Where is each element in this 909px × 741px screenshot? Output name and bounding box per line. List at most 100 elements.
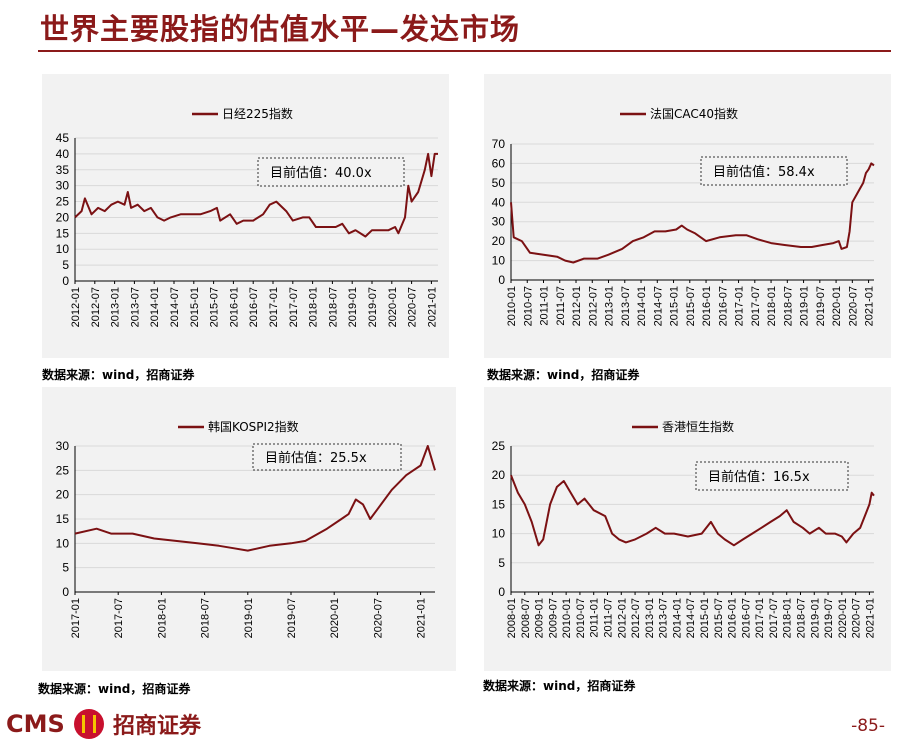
- y-tick-label: 50: [492, 176, 506, 190]
- title-rule: [38, 50, 891, 52]
- source-note-cac40: 数据来源：wind，招商证券: [487, 368, 640, 382]
- x-tick-label: 2014-07: [652, 286, 664, 326]
- x-tick-label: 2018-01: [766, 286, 778, 326]
- x-tick-label: 2008-07: [520, 598, 532, 638]
- y-tick-label: 20: [56, 488, 70, 502]
- series-line: [74, 152, 438, 238]
- x-tick-label: 2015-07: [713, 598, 725, 638]
- x-tick-label: 2011-01: [589, 598, 601, 638]
- logo-mark-icon: [73, 709, 104, 739]
- x-tick-label: 2021-01: [864, 598, 876, 638]
- x-tick-label: 2012-07: [587, 286, 599, 326]
- x-tick-label: 2019-01: [799, 286, 811, 326]
- x-tick-label: 2017-01: [734, 286, 746, 326]
- x-tick-label: 2013-07: [658, 598, 670, 638]
- y-tick-label: 15: [492, 497, 506, 511]
- page-number: -85-: [851, 716, 885, 736]
- y-tick-label: 30: [492, 215, 506, 229]
- annotation-text: 目前估值：40.0x: [270, 165, 372, 181]
- x-tick-label: 2019-07: [823, 598, 835, 638]
- y-tick-label: 70: [492, 137, 506, 151]
- y-tick-label: 0: [62, 274, 69, 288]
- annotation-text: 目前估值：58.4x: [713, 164, 815, 180]
- y-tick-label: 25: [492, 439, 506, 453]
- series-line: [510, 162, 875, 264]
- x-tick-label: 2016-07: [740, 598, 752, 638]
- x-tick-label: 2019-07: [286, 598, 298, 638]
- x-tick-label: 2012-01: [616, 598, 628, 638]
- x-tick-label: 2020-01: [387, 287, 399, 327]
- y-tick-label: 45: [56, 131, 70, 145]
- y-tick-label: 5: [62, 258, 69, 272]
- y-tick-label: 10: [492, 527, 506, 541]
- source-note-nikkei: 数据来源：wind，招商证券: [42, 368, 195, 382]
- x-tick-label: 2010-01: [506, 286, 518, 326]
- y-tick-label: 10: [492, 254, 506, 268]
- annotation-box: [700, 156, 848, 186]
- series-line: [74, 445, 436, 552]
- y-tick-label: 10: [56, 242, 70, 256]
- chart-panel-nikkei: 0 5 10 15 20 25 30 35 40 45 2012-01 2012-07 2013-01 2…: [42, 74, 449, 358]
- x-tick-label: 2008-01: [506, 598, 518, 638]
- legend-label: 韩国KOSPI2指数: [208, 419, 299, 434]
- x-tick-label: 2019-01: [347, 287, 359, 327]
- x-tick-label: 2015-01: [669, 286, 681, 326]
- x-tick-label: 2013-01: [110, 287, 122, 327]
- x-tick-label: 2019-07: [367, 287, 379, 327]
- annotation-box: [695, 461, 849, 491]
- x-tick-label: 2016-07: [248, 287, 260, 327]
- y-tick-label: 40: [492, 195, 506, 209]
- chart-panel-kospi2: 0 5 10 15 20 25 30 2017-01 2017-07 2018-01 2018-07…: [42, 387, 456, 671]
- x-tick-label: 2016-01: [727, 598, 739, 638]
- x-tick-label: 2012-01: [70, 287, 82, 327]
- x-tick-label: 2018-07: [200, 598, 212, 638]
- x-tick-label: 2020-07: [851, 598, 863, 638]
- x-tick-label: 2015-01: [699, 598, 711, 638]
- x-tick-label: 2012-07: [90, 287, 102, 327]
- x-tick-label: 2010-01: [561, 598, 573, 638]
- x-tick-label: 2017-07: [750, 286, 762, 326]
- x-tick-label: 2014-07: [685, 598, 697, 638]
- y-tick-label: 10: [56, 536, 70, 550]
- x-tick-label: 2020-01: [831, 286, 843, 326]
- y-tick-label: 30: [56, 179, 70, 193]
- x-tick-label: 2019-01: [809, 598, 821, 638]
- x-tick-label: 2019-07: [815, 286, 827, 326]
- x-tick-label: 2018-01: [308, 287, 320, 327]
- source-note-hangseng: 数据来源：wind，招商证券: [483, 679, 636, 693]
- company-logo: CMS 招商证券: [6, 708, 201, 740]
- chart-svg: 0 5 10 15 20 25 30 2017-01 2017-07 2018-01 2018-07…: [56, 419, 436, 638]
- x-tick-label: 2013-07: [620, 286, 632, 326]
- legend-label: 日经225指数: [222, 106, 293, 121]
- x-tick-label: 2020-07: [847, 286, 859, 326]
- y-tick-label: 25: [56, 463, 70, 477]
- x-tick-label: 2018-01: [782, 598, 794, 638]
- annotation-text: 目前估值：25.5x: [265, 450, 367, 466]
- annotation-box: [252, 443, 402, 471]
- x-tick-label: 2018-07: [782, 286, 794, 326]
- x-tick-label: 2017-01: [268, 287, 280, 327]
- y-tick-label: 20: [492, 468, 506, 482]
- annotation-box: [257, 157, 405, 187]
- page-title: 世界主要股指的估值水平—发达市场: [40, 12, 521, 46]
- x-tick-label: 2020-01: [837, 598, 849, 638]
- x-tick-label: 2009-07: [547, 598, 559, 638]
- chart-svg: 0 10 20 30 40 50 60 70 2010-01 2010-07 2011-01 2011…: [492, 106, 876, 326]
- chart-panel-cac40: 0 10 20 30 40 50 60 70 2010-01 2010-07 2011-01 2011…: [484, 74, 891, 358]
- x-tick-label: 2015-07: [685, 286, 697, 326]
- x-tick-label: 2021-01: [416, 598, 428, 638]
- y-tick-label: 15: [56, 226, 70, 240]
- x-tick-label: 2017-01: [754, 598, 766, 638]
- x-tick-label: 2017-07: [113, 598, 125, 638]
- chart-panel-hangseng: 0 5 10 15 20 25 2008-01 2008-07 2009-01 2009-07 20…: [484, 387, 891, 671]
- x-tick-label: 2018-07: [327, 287, 339, 327]
- x-tick-label: 2020-07: [372, 598, 384, 638]
- logo-text: CMS: [6, 710, 65, 738]
- x-tick-label: 2021-01: [426, 287, 438, 327]
- annotation-text: 目前估值：16.5x: [708, 469, 810, 485]
- x-tick-label: 2015-07: [209, 287, 221, 327]
- x-tick-label: 2020-07: [407, 287, 419, 327]
- y-tick-label: 15: [56, 512, 70, 526]
